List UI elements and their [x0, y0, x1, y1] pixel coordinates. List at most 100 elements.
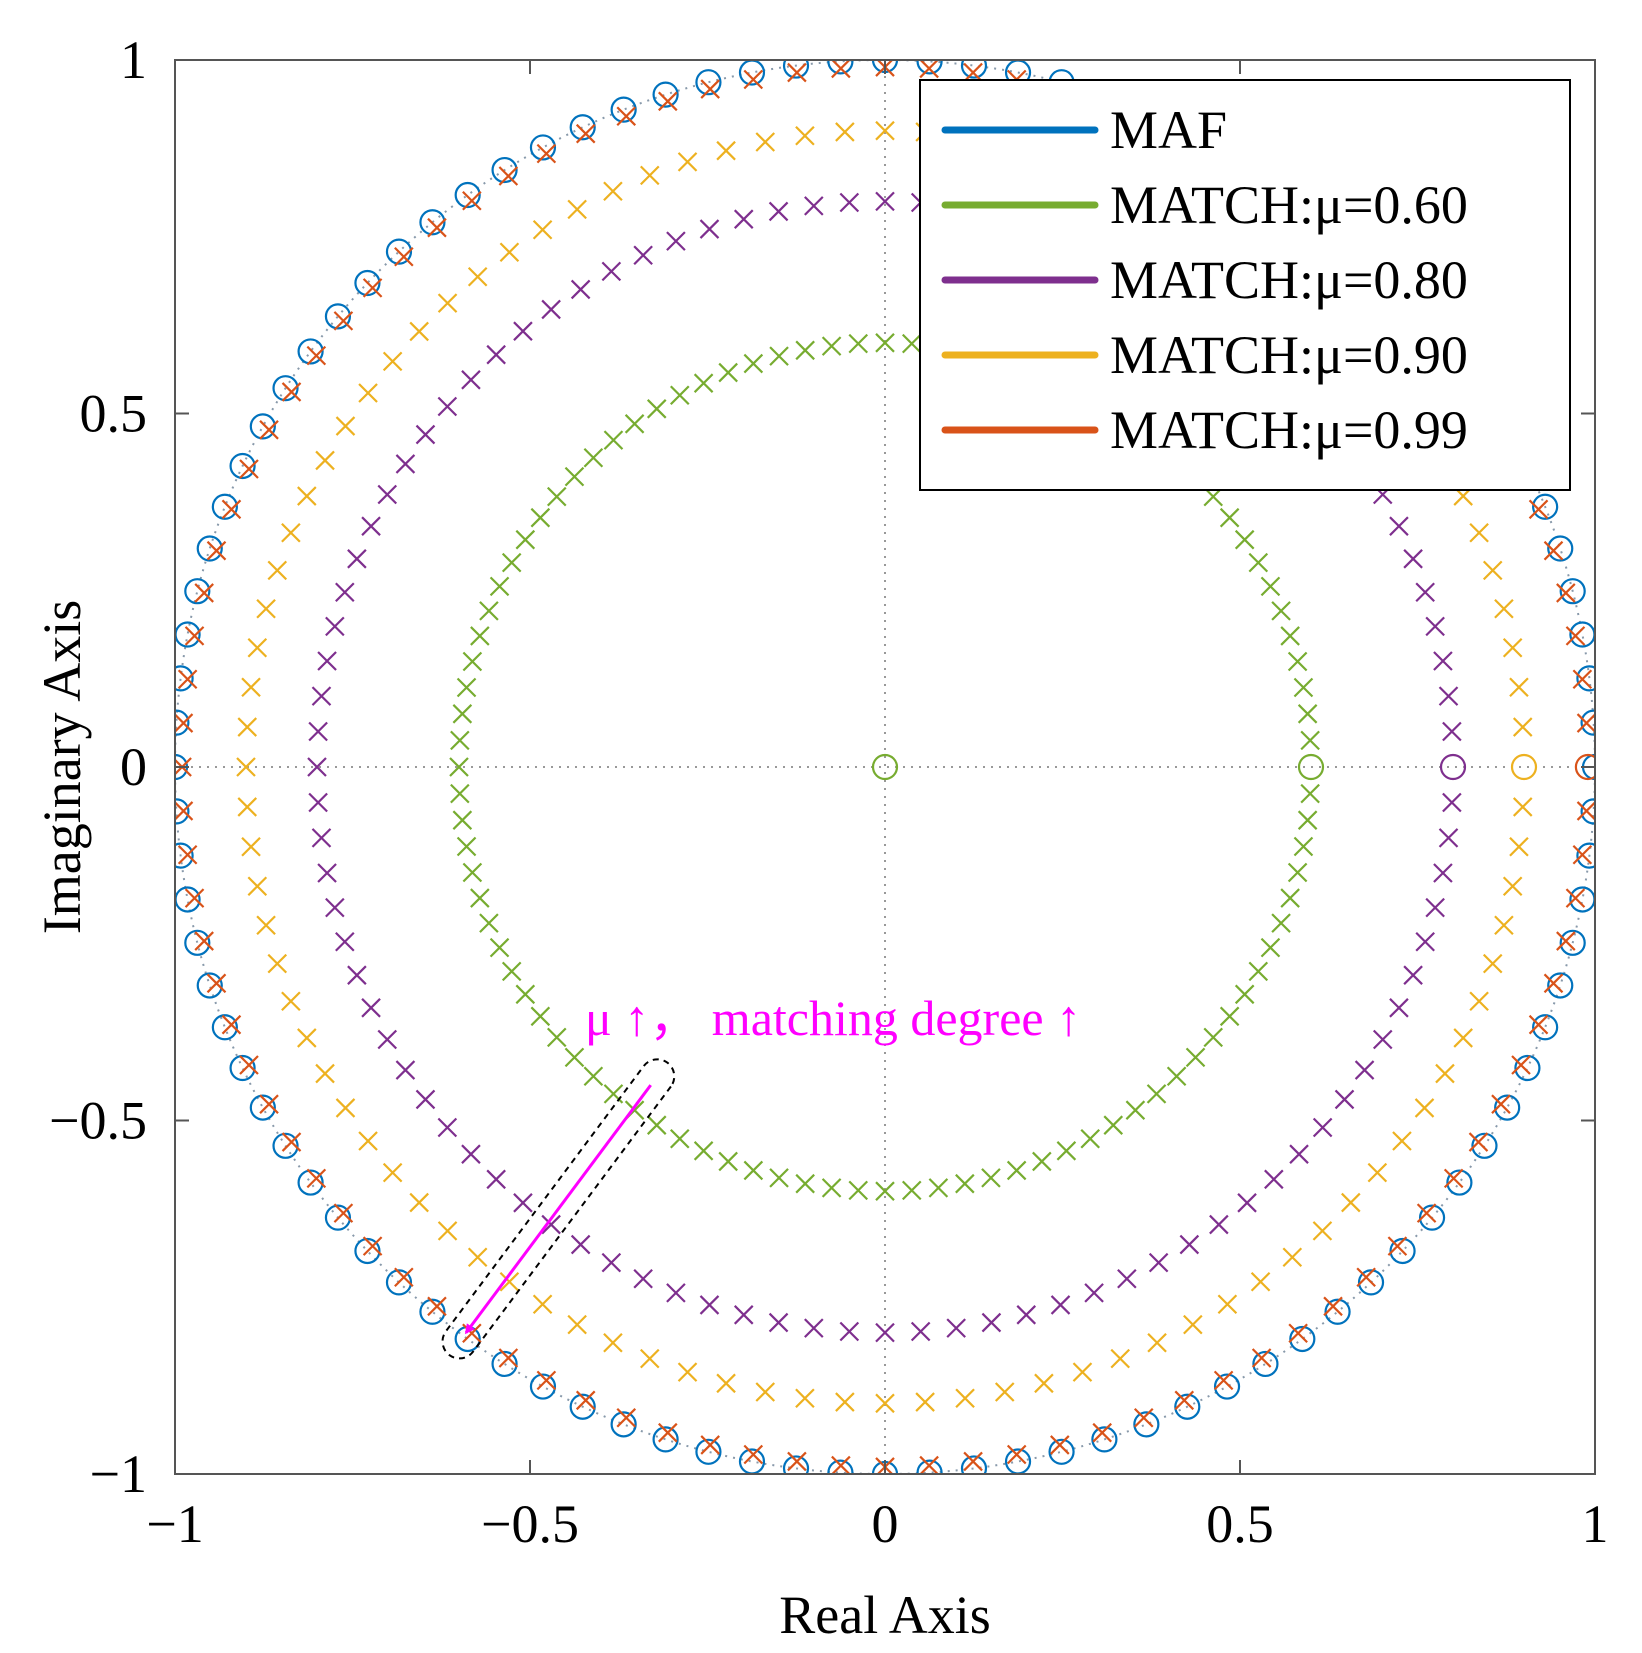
pole-mu090 — [247, 876, 268, 897]
annotation: μ ↑， matching degree ↑ — [441, 990, 1081, 1360]
pole-mu090 — [1217, 1294, 1238, 1315]
legend-label-mu099: MATCH:μ=0.99 — [1110, 400, 1468, 460]
x-tick-label: −1 — [146, 1494, 203, 1554]
pole-mu080 — [1354, 1060, 1375, 1080]
pole-mu099 — [1528, 499, 1549, 520]
pole-mu080 — [1403, 549, 1423, 569]
pole-mu080 — [1425, 616, 1445, 637]
pole-mu090 — [382, 1162, 403, 1183]
pole-mu080 — [1415, 582, 1435, 602]
maf-zero — [1547, 535, 1574, 562]
pole-mu099 — [1416, 1203, 1437, 1223]
pole-mu090 — [755, 1382, 776, 1402]
pole-mu080 — [839, 192, 860, 213]
pole-mu060 — [450, 783, 470, 804]
pole-mu090 — [297, 486, 317, 506]
pole-mu080 — [1389, 998, 1409, 1018]
pole-mu080 — [377, 1029, 398, 1050]
pole-mu099 — [1092, 1422, 1112, 1443]
pole-mu080 — [325, 897, 345, 918]
maf-zero — [827, 1459, 854, 1474]
zero-mu060 — [1297, 753, 1325, 781]
pole-mu080 — [633, 1268, 653, 1289]
pole-mu099 — [1543, 540, 1564, 561]
pole-mu099 — [362, 278, 383, 298]
maf-zero — [1357, 1269, 1385, 1296]
pole-mu060 — [1234, 984, 1255, 1005]
pole-mu099 — [787, 1451, 807, 1472]
pole-mu099 — [1356, 1267, 1376, 1288]
pole-mu099 — [743, 69, 764, 90]
pole-mu080 — [1264, 1169, 1284, 1190]
maf-zero — [211, 1014, 238, 1041]
maf-zero — [569, 1393, 596, 1420]
pole-mu080 — [1117, 1268, 1137, 1289]
annotation-dashed-box — [441, 1058, 676, 1360]
pole-mu080 — [633, 245, 653, 266]
zero-mu060 — [871, 753, 899, 781]
pole-mu090 — [382, 351, 403, 372]
maf-zero — [297, 1169, 324, 1196]
pole-mu080 — [1442, 792, 1462, 813]
pole-mu060 — [795, 340, 815, 361]
legend-label-mu090: MATCH:μ=0.90 — [1110, 325, 1468, 385]
pole-mu090 — [1509, 677, 1529, 698]
pole-mu060 — [1300, 730, 1320, 751]
pole-mu080 — [839, 1321, 860, 1342]
maf-zero — [782, 60, 810, 79]
pole-mu060 — [449, 757, 469, 777]
pole-mu060 — [769, 1168, 789, 1188]
pole-mu099 — [194, 583, 214, 603]
pole-mu099 — [963, 62, 983, 83]
pole-mu060 — [821, 336, 842, 356]
pole-mu060 — [564, 466, 585, 487]
pole-mu060 — [1248, 552, 1269, 573]
legend-label-maf: MAF — [1110, 100, 1227, 160]
pole-mu099 — [1213, 1370, 1234, 1391]
maf-zero — [324, 303, 352, 330]
pole-mu090 — [1250, 1272, 1271, 1292]
pole-mu099 — [259, 1094, 279, 1114]
maf-zero — [1446, 1169, 1473, 1196]
maf-zero — [419, 1298, 446, 1325]
pole-mu099 — [1576, 713, 1595, 733]
pole-mu080 — [804, 1318, 824, 1338]
pole-mu080 — [1289, 1144, 1309, 1164]
pole-mu080 — [768, 1312, 789, 1333]
pole-mu099 — [281, 1132, 302, 1152]
pole-mu099 — [831, 1455, 851, 1474]
pole-mu099 — [259, 420, 279, 440]
legend-item-maf: MAF — [941, 100, 1227, 160]
pole-mu090 — [281, 991, 301, 1012]
pole-mu090 — [603, 181, 623, 202]
pole-mu090 — [994, 1382, 1015, 1402]
pole-mu099 — [1006, 1444, 1027, 1465]
pole-mu090 — [236, 757, 256, 777]
y-axis-label: Imaginary Axis — [32, 600, 92, 934]
maf-zero — [1252, 1350, 1279, 1378]
pole-mu080 — [1442, 721, 1462, 742]
pole-mu060 — [624, 414, 645, 434]
maf-zero — [1289, 1325, 1316, 1353]
maf-zero — [1048, 1438, 1075, 1465]
maf-zero — [196, 535, 223, 562]
y-tick-label: 1 — [120, 30, 147, 90]
maf-zero — [652, 1426, 679, 1453]
maf-zero — [196, 972, 223, 999]
pole-mu080 — [347, 965, 367, 985]
pole-mu080 — [415, 424, 436, 445]
pole-mu080 — [347, 549, 367, 569]
pole-mu060 — [1219, 1006, 1240, 1027]
axis-ticks: −1 −0.5 0 0.5 1 −1 −0.5 0 0.5 1 — [49, 30, 1608, 1554]
pole-mu099 — [787, 62, 807, 83]
pole-mu099 — [1528, 1014, 1549, 1035]
pole-mu080 — [875, 1322, 895, 1343]
pole-mu090 — [1034, 1373, 1054, 1394]
maf-zero — [1580, 798, 1595, 825]
pole-mu060 — [462, 862, 483, 883]
pole-mu099 — [963, 1451, 983, 1472]
maf-zero — [529, 134, 557, 161]
maf-zero — [1494, 1094, 1521, 1121]
maf-zero — [652, 81, 679, 108]
